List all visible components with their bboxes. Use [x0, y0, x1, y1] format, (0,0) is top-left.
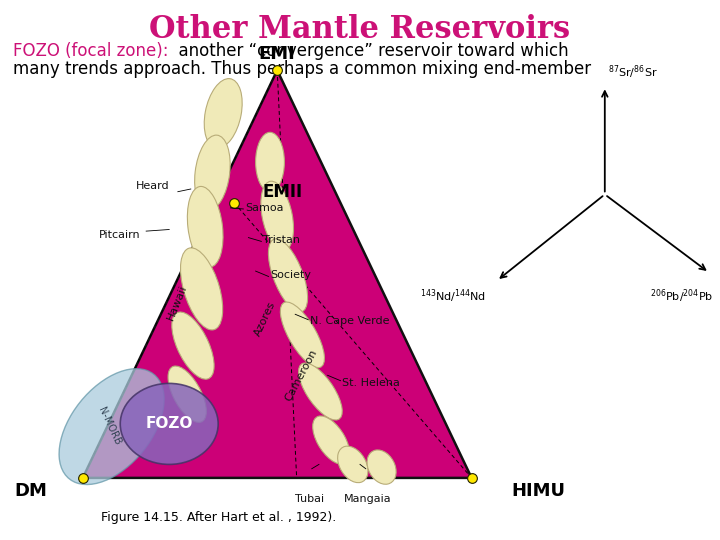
- Text: many trends approach. Thus perhaps a common mixing end-member: many trends approach. Thus perhaps a com…: [13, 60, 591, 78]
- Text: N. Cape Verde: N. Cape Verde: [310, 316, 389, 326]
- Text: Other Mantle Reservoirs: Other Mantle Reservoirs: [150, 14, 570, 44]
- Ellipse shape: [59, 369, 164, 484]
- Ellipse shape: [181, 248, 222, 330]
- Ellipse shape: [299, 363, 342, 420]
- Ellipse shape: [172, 312, 214, 379]
- Ellipse shape: [256, 132, 284, 192]
- Polygon shape: [83, 70, 472, 478]
- Text: Azores: Azores: [253, 300, 277, 338]
- Text: HIMU: HIMU: [511, 482, 565, 501]
- Text: another “convergence” reservoir toward which: another “convergence” reservoir toward w…: [168, 42, 569, 60]
- Text: EMI: EMI: [258, 45, 296, 63]
- Ellipse shape: [120, 383, 218, 464]
- Ellipse shape: [269, 239, 307, 312]
- Ellipse shape: [261, 181, 294, 251]
- Ellipse shape: [367, 450, 396, 484]
- Ellipse shape: [194, 135, 230, 211]
- Ellipse shape: [280, 302, 325, 368]
- Text: Tristan: Tristan: [263, 235, 300, 245]
- Text: Society: Society: [270, 271, 311, 280]
- Text: FOZO (focal zone):: FOZO (focal zone):: [13, 42, 168, 60]
- Text: Samoa: Samoa: [245, 203, 283, 213]
- Text: Heard: Heard: [135, 181, 169, 191]
- Text: N-MORB: N-MORB: [96, 406, 122, 447]
- Text: FOZO: FOZO: [145, 416, 193, 431]
- Text: DM: DM: [14, 482, 47, 501]
- Text: $^{143}$Nd/$^{144}$Nd: $^{143}$Nd/$^{144}$Nd: [420, 287, 486, 305]
- Text: EMII: EMII: [263, 183, 303, 201]
- Text: $^{206}$Pb/$^{204}$Pb: $^{206}$Pb/$^{204}$Pb: [649, 287, 713, 305]
- Text: St. Helena: St. Helena: [342, 379, 400, 388]
- Text: Hawaii: Hawaii: [166, 283, 189, 322]
- Text: Figure 14.15. After Hart et al. , 1992).: Figure 14.15. After Hart et al. , 1992).: [101, 511, 336, 524]
- Ellipse shape: [338, 446, 368, 483]
- Text: Tubai: Tubai: [295, 494, 324, 504]
- Text: $^{87}$Sr/$^{86}$Sr: $^{87}$Sr/$^{86}$Sr: [608, 63, 658, 81]
- Text: Pitcairn: Pitcairn: [99, 230, 140, 240]
- Ellipse shape: [168, 366, 207, 422]
- Ellipse shape: [312, 416, 350, 464]
- Text: Mangaia: Mangaia: [343, 494, 391, 504]
- Text: Cameroon: Cameroon: [283, 348, 319, 403]
- Ellipse shape: [187, 186, 223, 267]
- Ellipse shape: [204, 79, 242, 148]
